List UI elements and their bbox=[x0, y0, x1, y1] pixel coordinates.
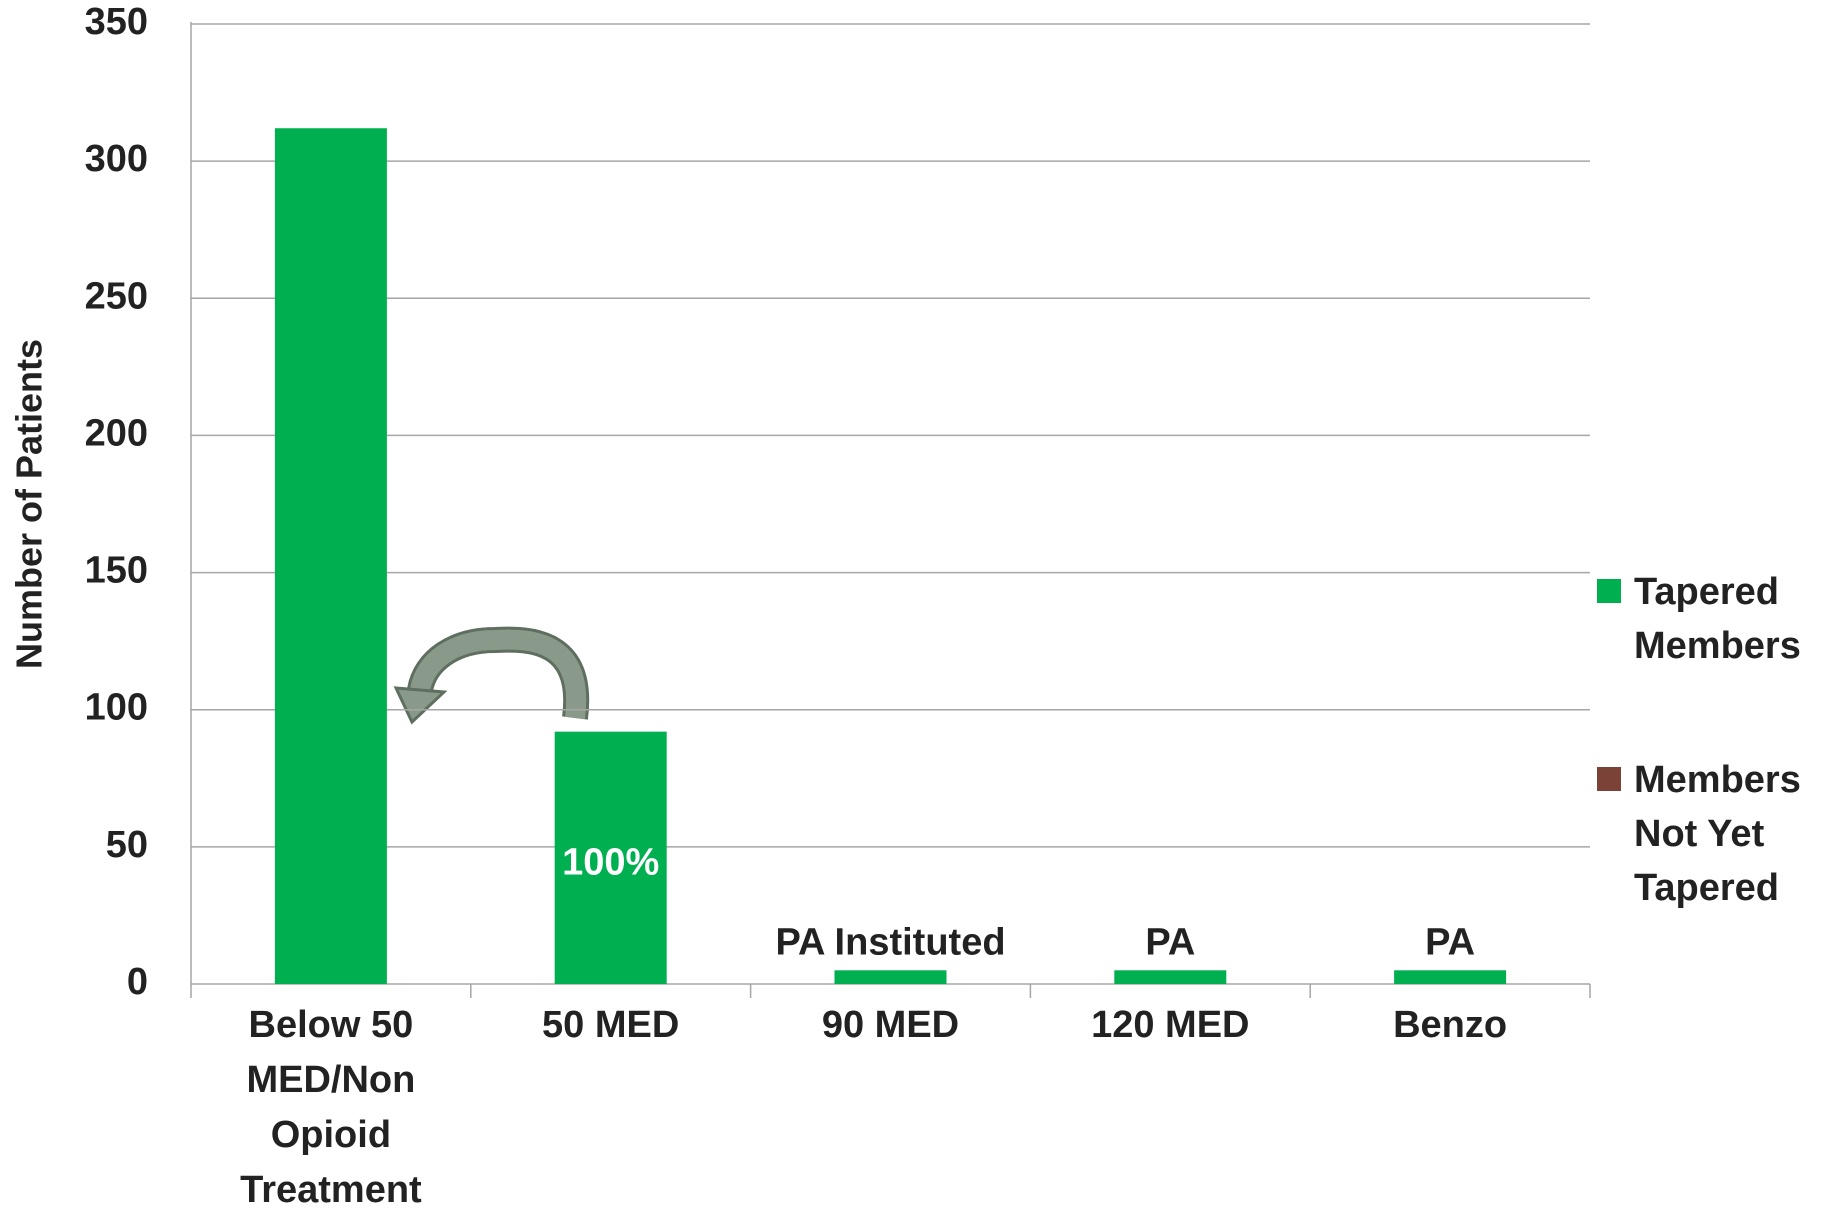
y-tick-label: 150 bbox=[85, 550, 148, 592]
legend-label: Members Not Yet Tapered bbox=[1634, 759, 1801, 909]
bar bbox=[1394, 970, 1507, 984]
bar bbox=[1114, 970, 1227, 984]
bar bbox=[554, 731, 667, 984]
y-tick-label: 350 bbox=[85, 1, 148, 43]
annotation: PA Instituted bbox=[775, 921, 1005, 963]
x-tick-label: 50 MED bbox=[542, 1004, 680, 1046]
y-tick-label: 200 bbox=[85, 412, 148, 454]
y-tick-label: 100 bbox=[85, 687, 148, 729]
x-tick-label: 90 MED bbox=[821, 1004, 960, 1046]
y-tick-label: 300 bbox=[85, 138, 148, 180]
y-tick-label: 250 bbox=[85, 275, 148, 317]
y-axis-title: Number of Patients bbox=[9, 339, 50, 669]
x-tick-label: 120 MED bbox=[1091, 1004, 1250, 1046]
x-tick-label: Below 50 MED/Non Opioid Treatment bbox=[240, 1004, 422, 1211]
bar bbox=[274, 128, 387, 984]
annotation: PA bbox=[1145, 921, 1195, 963]
y-tick-label: 50 bbox=[106, 824, 148, 866]
arrow bbox=[393, 626, 590, 725]
y-tick-label: 0 bbox=[127, 961, 148, 1003]
legend-swatch bbox=[1597, 767, 1621, 791]
annotation: 100% bbox=[562, 842, 659, 884]
bar bbox=[834, 970, 947, 984]
legend-swatch bbox=[1597, 579, 1621, 603]
annotation: PA bbox=[1425, 921, 1475, 963]
legend-label: Tapered Members bbox=[1634, 571, 1801, 667]
x-tick-label: Benzo bbox=[1393, 1004, 1508, 1046]
